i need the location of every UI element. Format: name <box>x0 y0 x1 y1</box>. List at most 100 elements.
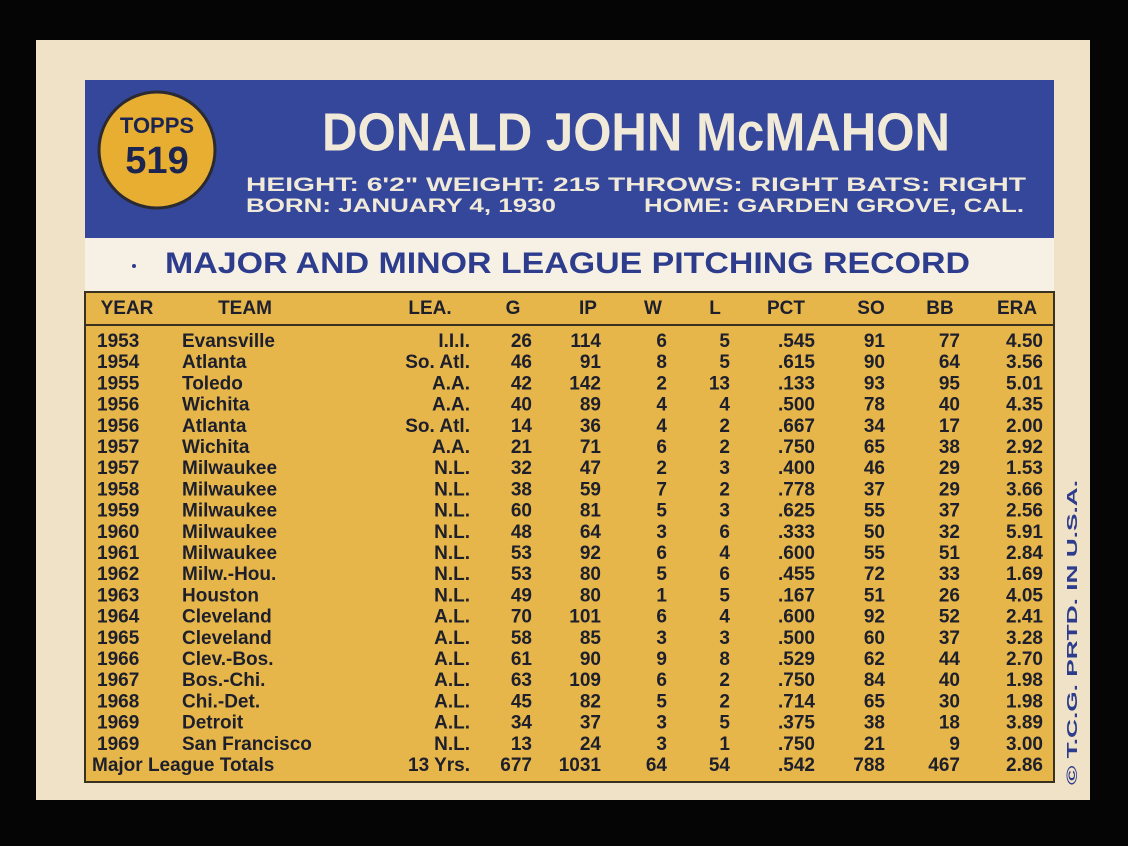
table-cell: I.I.I. <box>438 331 470 352</box>
totals-cell: 1031 <box>559 755 602 776</box>
table-cell: 3 <box>719 628 730 649</box>
table-cell: 2.92 <box>1006 437 1043 458</box>
table-cell: 142 <box>569 373 601 394</box>
table-cell: 53 <box>511 543 532 564</box>
table-cell: 37 <box>939 628 960 649</box>
table-cell: Cleveland <box>182 607 272 628</box>
table-cell: Evansville <box>182 331 275 352</box>
table-cell: 38 <box>864 713 885 734</box>
table-cell: 4 <box>719 395 730 416</box>
table-cell: 53 <box>511 564 532 585</box>
table-cell: 95 <box>939 373 961 394</box>
totals-cell: 467 <box>928 755 960 776</box>
table-cell: Chi.-Det. <box>182 691 260 712</box>
table-cell: 4.05 <box>1006 585 1043 606</box>
table-cell: 5.91 <box>1006 522 1043 543</box>
table-cell: 52 <box>939 607 960 628</box>
totals-cell: 64 <box>646 755 668 776</box>
table-cell: 2.00 <box>1006 416 1043 437</box>
column-header: PCT <box>767 298 805 319</box>
section-title: MAJOR AND MINOR LEAGUE PITCHING RECORD <box>165 247 970 280</box>
table-cell: 1 <box>656 585 667 606</box>
table-cell: 60 <box>511 501 532 522</box>
table-cell: N.L. <box>434 734 470 755</box>
table-cell: 64 <box>939 352 961 373</box>
table-cell: .500 <box>778 628 815 649</box>
header-panel <box>85 80 1054 238</box>
table-cell: 1958 <box>97 479 139 500</box>
table-cell: .600 <box>778 607 815 628</box>
column-header: W <box>644 298 662 319</box>
table-cell: 13 <box>511 734 532 755</box>
table-cell: 1957 <box>97 458 139 479</box>
born: BORN: JANUARY 4, 1930 <box>246 196 556 217</box>
table-cell: 13 <box>709 373 730 394</box>
home: HOME: GARDEN GROVE, CAL. <box>644 196 1024 217</box>
table-cell: 4.50 <box>1006 331 1043 352</box>
table-cell: Cleveland <box>182 628 272 649</box>
table-cell: .133 <box>778 373 815 394</box>
table-cell: 1.53 <box>1006 458 1043 479</box>
card-number: 519 <box>125 140 188 182</box>
table-cell: 6 <box>656 331 667 352</box>
table-cell: 40 <box>939 395 960 416</box>
table-cell: 5 <box>719 585 730 606</box>
table-cell: Milwaukee <box>182 479 277 500</box>
table-cell: 26 <box>939 585 960 606</box>
table-cell: 2 <box>719 670 730 691</box>
table-cell: Atlanta <box>182 352 247 373</box>
table-cell: 3.00 <box>1006 734 1043 755</box>
table-cell: 1956 <box>97 416 139 437</box>
title-strip <box>85 238 1054 292</box>
totals-cell: 54 <box>709 755 731 776</box>
table-cell: 114 <box>570 331 601 352</box>
table-cell: 46 <box>864 458 885 479</box>
table-cell: 82 <box>580 691 601 712</box>
table-cell: 1969 <box>97 734 139 755</box>
table-cell: 6 <box>719 522 730 543</box>
table-cell: 24 <box>580 734 602 755</box>
table-cell: 4 <box>719 607 730 628</box>
table-cell: N.L. <box>434 458 470 479</box>
table-cell: 34 <box>864 416 886 437</box>
table-cell: Toledo <box>182 373 243 394</box>
table-cell: 3.89 <box>1006 713 1043 734</box>
logo-badge <box>97 90 217 210</box>
table-cell: Clev.-Bos. <box>182 649 274 670</box>
table-cell: 48 <box>511 522 532 543</box>
table-cell: Houston <box>182 585 259 606</box>
table-cell: 14 <box>511 416 533 437</box>
table-cell: .750 <box>778 437 815 458</box>
table-cell: .714 <box>778 691 815 712</box>
table-cell: 80 <box>580 564 601 585</box>
table-cell: 1964 <box>97 607 140 628</box>
table-cell: 49 <box>511 585 532 606</box>
table-cell: 89 <box>580 395 601 416</box>
table-cell: 1966 <box>97 649 139 670</box>
table-cell: 62 <box>864 649 885 670</box>
table-cell: Milwaukee <box>182 458 277 479</box>
table-cell: 40 <box>939 670 960 691</box>
table-cell: 65 <box>864 691 886 712</box>
table-cell: 55 <box>864 501 886 522</box>
table-cell: 37 <box>580 713 601 734</box>
table-cell: 4 <box>656 416 667 437</box>
table-cell: So. Atl. <box>405 352 470 373</box>
dot <box>132 264 136 268</box>
table-cell: 32 <box>939 522 960 543</box>
table-cell: 5 <box>656 564 667 585</box>
table-cell: N.L. <box>434 543 470 564</box>
table-cell: Milwaukee <box>182 522 277 543</box>
table-cell: 1967 <box>97 670 139 691</box>
table-cell: 4 <box>656 395 667 416</box>
table-cell: 3 <box>719 458 730 479</box>
table-cell: 1954 <box>97 352 140 373</box>
table-cell: 5 <box>656 691 667 712</box>
table-cell: 51 <box>939 543 961 564</box>
table-cell: 5 <box>719 352 730 373</box>
table-cell: 6 <box>656 437 667 458</box>
table-cell: Detroit <box>182 713 244 734</box>
table-cell: 1957 <box>97 437 139 458</box>
table-cell: Milwaukee <box>182 543 277 564</box>
